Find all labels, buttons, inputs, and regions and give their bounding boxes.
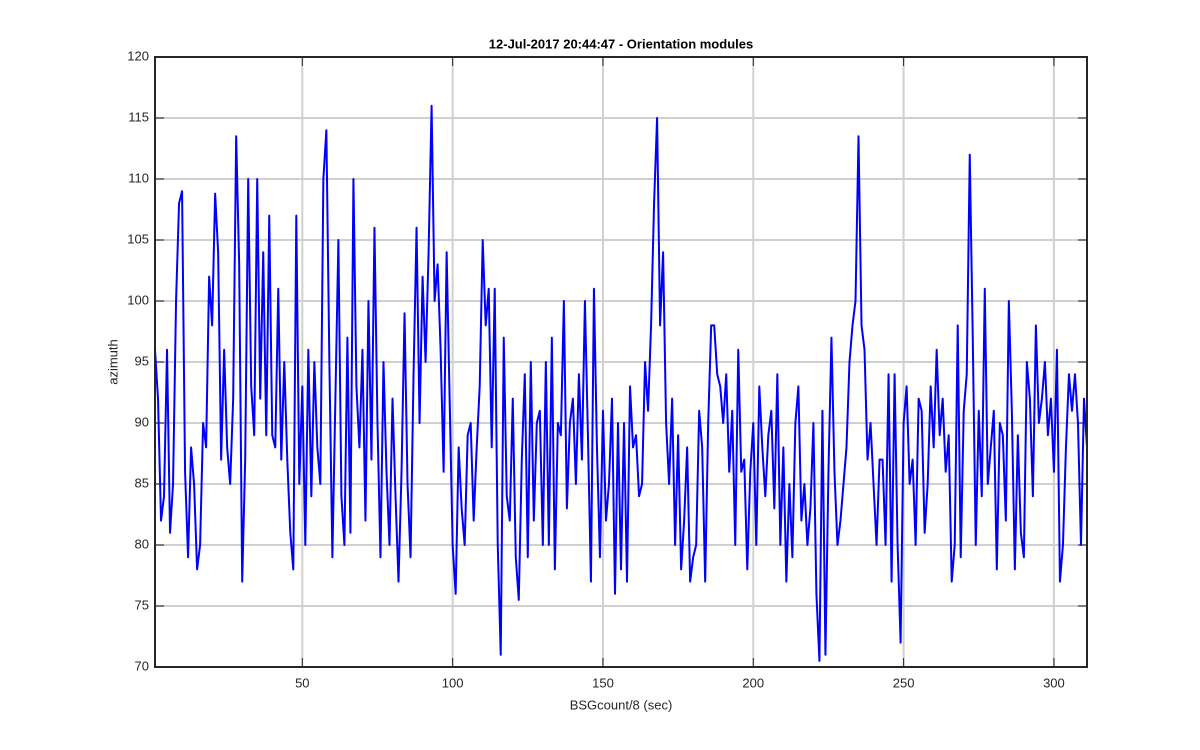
y-tick-label: 90 (135, 414, 149, 429)
y-axis-label: azimuth (105, 339, 120, 385)
y-tick-label: 80 (135, 536, 149, 551)
x-tick-label: 50 (295, 675, 309, 690)
y-tick-label: 100 (127, 292, 149, 307)
x-axis-label: BSGcount/8 (sec) (570, 697, 673, 712)
x-tick-label: 200 (742, 675, 764, 690)
x-tick-label: 250 (893, 675, 915, 690)
x-tick-label: 300 (1043, 675, 1065, 690)
x-tick-label: 150 (592, 675, 614, 690)
y-tick-label: 105 (127, 231, 149, 246)
x-tick-label: 100 (442, 675, 464, 690)
y-tick-label: 85 (135, 475, 149, 490)
y-tick-label: 75 (135, 597, 149, 612)
y-tick-label: 120 (127, 48, 149, 63)
y-tick-label: 70 (135, 658, 149, 673)
plot-frame (154, 56, 1088, 668)
y-tick-label: 115 (128, 109, 149, 124)
chart-title: 12-Jul-2017 20:44:47 - Orientation modul… (489, 36, 753, 51)
y-tick-label: 95 (135, 353, 149, 368)
y-tick-label: 110 (128, 170, 149, 185)
data-line (154, 104, 1088, 662)
